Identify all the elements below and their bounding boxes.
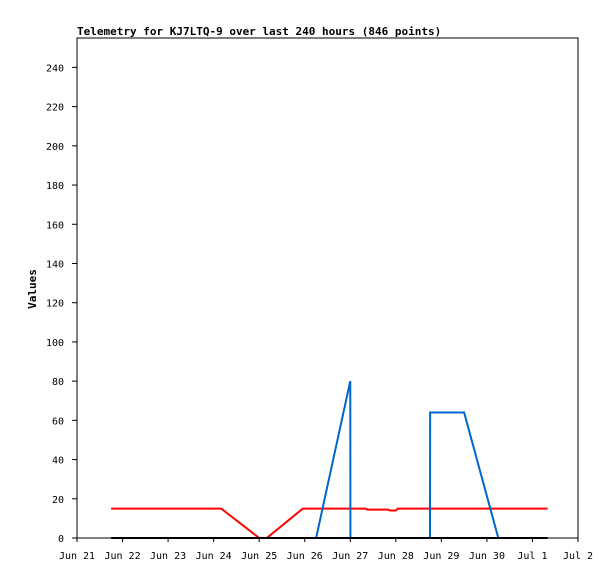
x-tick-label: Jun 27 <box>332 551 368 562</box>
x-tick-label: Jun 22 <box>104 551 140 562</box>
y-tick-label: 20 <box>52 495 64 506</box>
x-tick-label: Jun 26 <box>287 551 323 562</box>
x-tick-label: Jun 24 <box>196 551 232 562</box>
series-line-2 <box>315 380 500 539</box>
x-tick-label: Jun 23 <box>150 551 186 562</box>
x-tick-label: Jun 21 <box>59 551 95 562</box>
y-tick-label: 200 <box>46 142 64 153</box>
y-axis-label: Values <box>26 269 39 309</box>
x-tick-label: Jun 29 <box>423 551 459 562</box>
series-layer <box>111 380 548 539</box>
y-tick-label: 100 <box>46 338 64 349</box>
x-ticks-layer: Jun 21 Jun 22 Jun 23 Jun 24 Jun 25 Jun 26 Jun … <box>59 538 593 562</box>
plot-frame <box>76 37 579 539</box>
x-tick-label: Jun 30 <box>469 551 505 562</box>
x-tick-label: Jul 2 <box>563 551 593 562</box>
y-tick-label: 40 <box>52 456 64 467</box>
y-tick-label: 120 <box>46 299 64 310</box>
series-line-1 <box>111 507 548 539</box>
y-tick-label: 160 <box>46 220 64 231</box>
y-tick-label: 220 <box>46 103 64 114</box>
y-tick-label: 0 <box>58 534 64 545</box>
y-tick-label: 140 <box>46 259 64 270</box>
x-tick-label: Jul 1 <box>517 551 547 562</box>
chart-title: Telemetry for KJ7LTQ-9 over last 240 hou… <box>77 25 441 38</box>
x-tick-label: Jun 28 <box>378 551 414 562</box>
y-tick-label: 60 <box>52 416 64 427</box>
y-ticks-layer: 0 20 40 60 80 100 120 140 160 180 200 220 240 <box>46 63 77 545</box>
y-tick-label: 80 <box>52 377 64 388</box>
x-tick-label: Jun 25 <box>241 551 277 562</box>
y-tick-label: 180 <box>46 181 64 192</box>
y-tick-label: 240 <box>46 63 64 74</box>
